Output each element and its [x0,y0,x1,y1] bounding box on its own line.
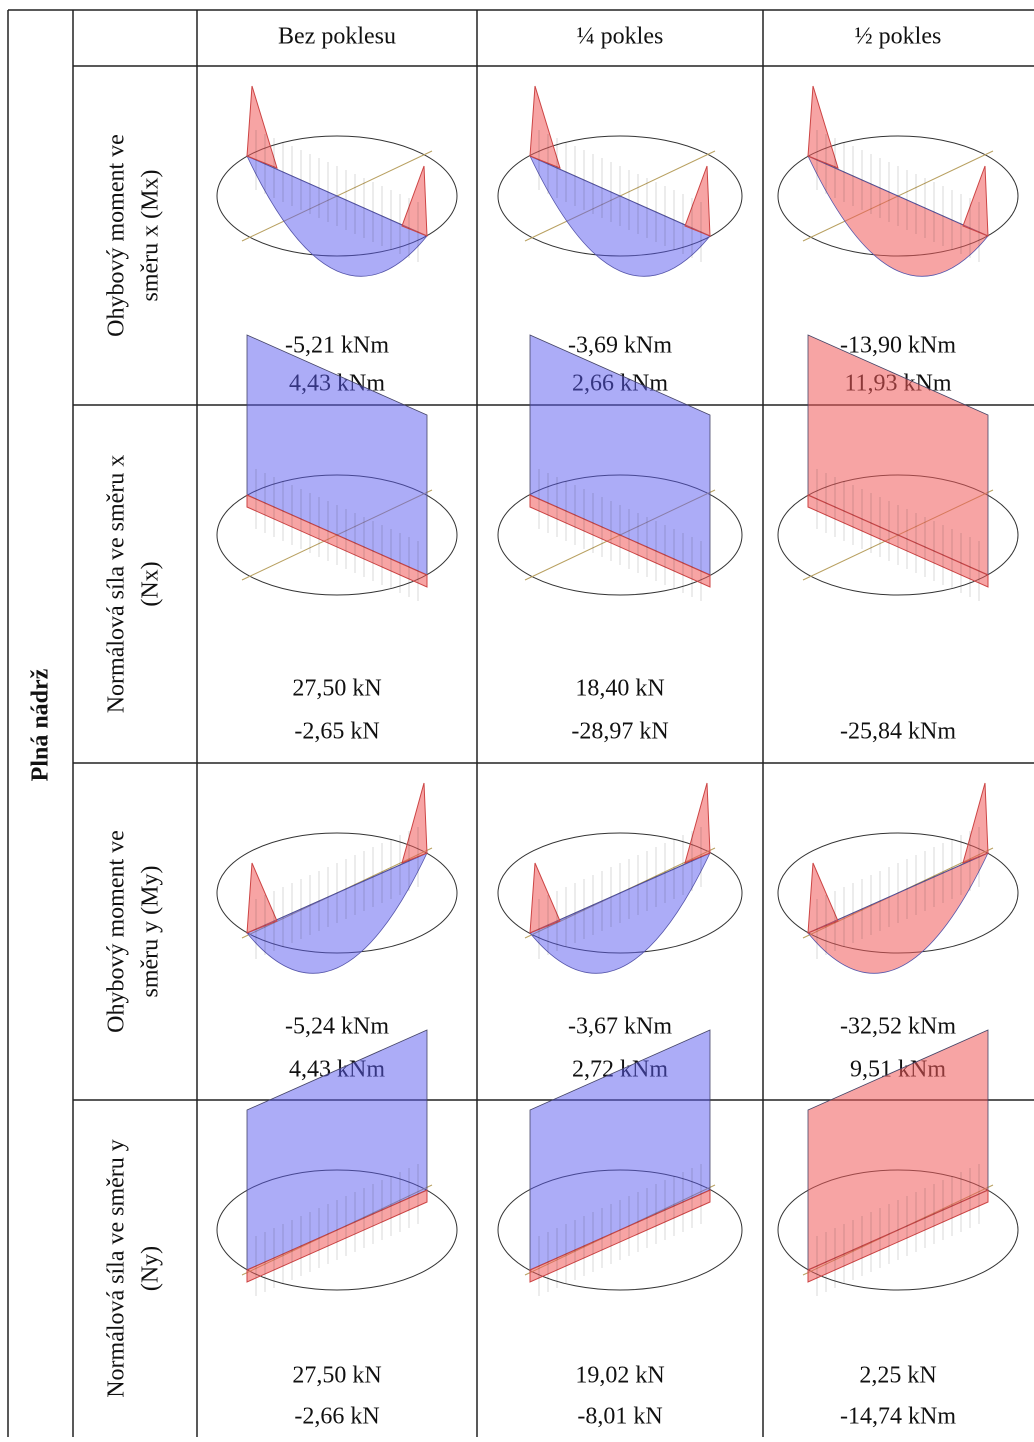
diagram [497,334,743,601]
diagram-area [962,782,989,864]
diagram [777,85,1019,277]
row-label: Normálová síla ve směru x [104,455,130,714]
diagram-area [246,1189,428,1283]
cell-value: -2,65 kN [294,719,379,745]
cell-value: -28,97 kN [571,719,668,745]
diagram-area [529,852,711,974]
diagram [216,85,458,277]
diagram-area [529,155,711,277]
row-label: směru y (My) [138,866,164,998]
diagram-area [807,85,839,169]
cell-value: -32,52 kNm [840,1014,956,1040]
cell-value: -8,01 kN [577,1404,662,1430]
diagram-area [807,1189,989,1283]
diagram-area [246,862,278,934]
diagram [497,782,743,974]
diagram [777,334,1019,601]
diagram-area [807,494,989,588]
diagram-area [684,782,711,864]
column-header: ¼ pokles [577,24,664,50]
diagram-area [684,165,711,237]
row-label: Ohybový moment ve [104,134,130,337]
diagram-area [807,155,989,277]
cell-value: -25,84 kNm [840,719,956,745]
cell-value: -5,24 kNm [285,1014,389,1040]
group-label: Plná nádrž [28,668,54,781]
cell-value: 2,25 kN [859,1363,936,1389]
cell-value: -14,74 kNm [840,1404,956,1430]
cell-value: -2,66 kN [294,1404,379,1430]
diagram-area [401,782,428,864]
diagram-area [529,862,561,934]
diagram-area [962,165,989,237]
diagram [216,782,458,974]
column-header: ½ pokles [855,24,942,50]
diagram-area [529,494,711,588]
row-label: (Ny) [138,1246,164,1291]
column-header: Bez poklesu [278,24,396,50]
row-label: (Nx) [138,561,164,606]
cell-value: 19,02 kN [575,1363,664,1389]
diagram-area [529,85,561,169]
cell-value: 27,50 kN [292,676,381,702]
diagram-area [246,155,428,277]
diagram-area [807,862,839,934]
cell-value: 18,40 kN [575,676,664,702]
diagram-area [246,494,428,588]
diagram-area [246,852,428,974]
cell-value: -3,67 kNm [568,1014,672,1040]
row-label: Ohybový moment ve [104,830,130,1033]
diagram [777,782,1019,974]
row-label: Normálová síla ve směru y [104,1139,130,1398]
diagram-area [807,852,989,974]
diagram-area [529,1189,711,1283]
diagram [777,1029,1019,1296]
cell-value: -13,90 kNm [840,333,956,359]
diagram-area [401,165,428,237]
diagram [216,334,458,601]
diagram [497,1029,743,1296]
cell-value: 27,50 kN [292,1363,381,1389]
row-label: směru x (Mx) [138,170,164,302]
cell-value: -3,69 kNm [568,333,672,359]
cell-value: -5,21 kNm [285,333,389,359]
diagram [216,1029,458,1296]
diagram [497,85,743,277]
diagram-area [246,85,278,169]
